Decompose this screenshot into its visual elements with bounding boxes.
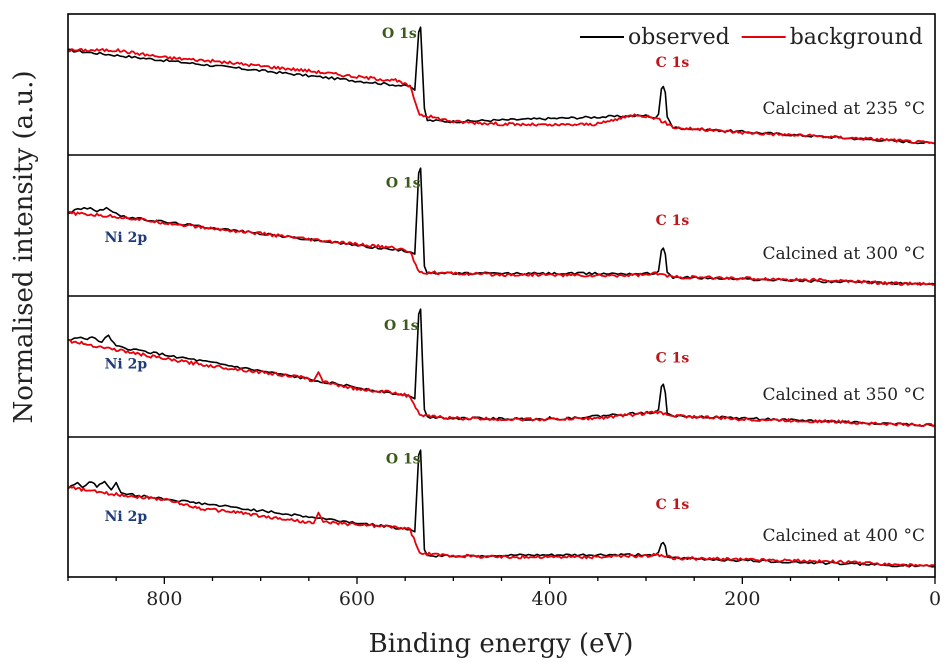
panels-layer: O 1s C 1s Calcined at 235 °C O 1s C 1s Ni 2p C…: [67, 26, 936, 568]
observed-line: [67, 308, 936, 427]
background-line: [67, 338, 936, 428]
x-axis-label: Binding energy (eV): [369, 629, 634, 659]
legend-label-background: background: [790, 25, 923, 50]
panel-label: Calcined at 235 °C: [762, 99, 925, 119]
x-tick-label: 0: [929, 588, 941, 610]
peak-label-ni2p: Ni 2p: [105, 509, 148, 525]
peak-label-o1s: O 1s: [386, 176, 421, 192]
panel-3: O 1s C 1s Ni 2p Calcined at 350 °C: [67, 308, 936, 428]
background-line: [67, 48, 936, 145]
observed-line: [67, 26, 936, 145]
legend: observed background: [580, 25, 923, 50]
panel-label: Calcined at 400 °C: [762, 526, 925, 546]
panel-1: O 1s C 1s Calcined at 235 °C: [67, 26, 936, 145]
x-tick-label: 600: [339, 588, 375, 610]
panel-2: O 1s C 1s Ni 2p Calcined at 300 °C: [67, 167, 936, 286]
peak-label-c1s: C 1s: [656, 55, 690, 71]
observed-line: [67, 449, 936, 568]
peak-label-c1s: C 1s: [656, 350, 690, 366]
x-tick-label: 800: [146, 588, 182, 610]
peak-label-o1s: O 1s: [384, 318, 419, 334]
panel-label: Calcined at 350 °C: [762, 385, 925, 405]
peak-label-ni2p: Ni 2p: [105, 230, 148, 246]
peak-label-c1s: C 1s: [656, 497, 690, 513]
background-line: [67, 486, 936, 568]
peak-label-o1s: O 1s: [382, 26, 417, 42]
background-line: [67, 210, 936, 286]
axes-layer: 800 600 400 200 0: [67, 13, 941, 610]
panel-4: O 1s C 1s Ni 2p Calcined at 400 °C: [67, 449, 936, 568]
peak-label-o1s: O 1s: [386, 451, 421, 467]
x-tick-label: 400: [532, 588, 568, 610]
x-tick-label: 200: [724, 588, 760, 610]
peak-label-c1s: C 1s: [656, 213, 690, 229]
panel-label: Calcined at 300 °C: [762, 244, 925, 264]
y-axis-label: Normalised intensity (a.u.): [9, 70, 39, 423]
legend-label-observed: observed: [628, 25, 730, 50]
peak-label-ni2p: Ni 2p: [105, 357, 148, 373]
